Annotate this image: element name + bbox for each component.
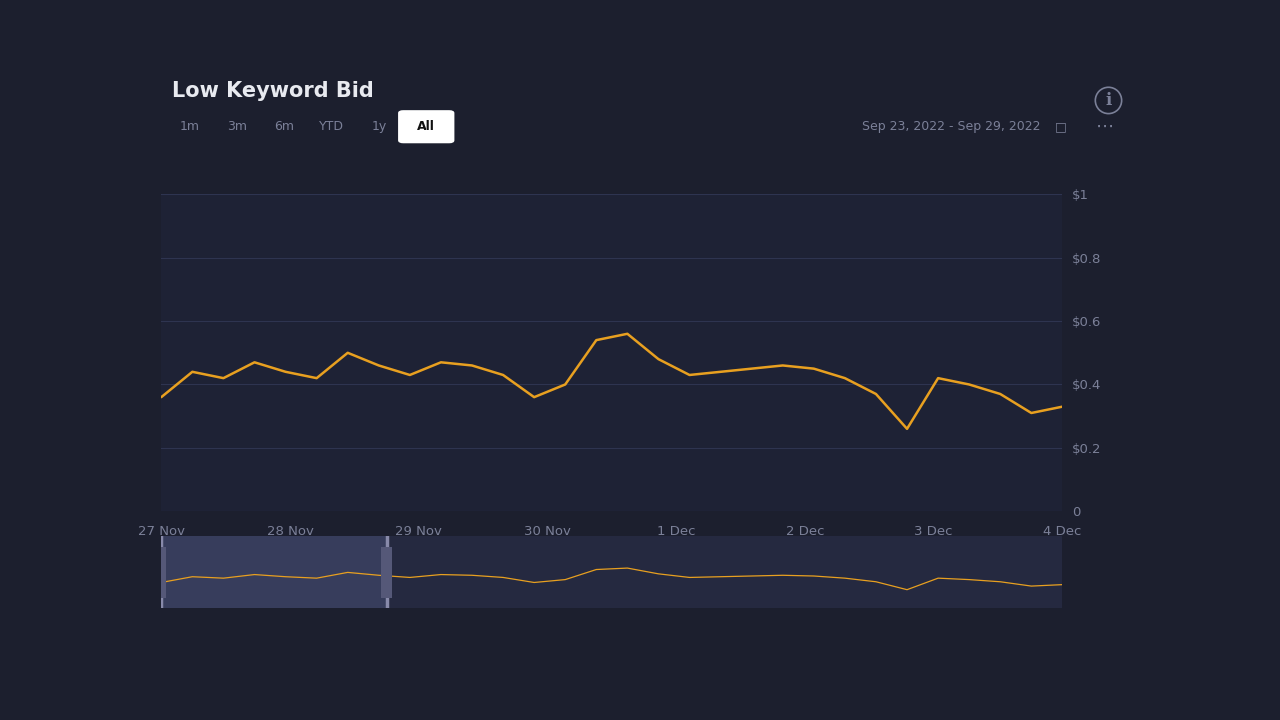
Text: 1y: 1y — [371, 120, 387, 133]
Text: Low Keyword Bid: Low Keyword Bid — [172, 81, 374, 102]
Text: ⋯: ⋯ — [1096, 117, 1114, 135]
Text: 3m: 3m — [227, 120, 247, 133]
Text: □: □ — [1047, 120, 1066, 133]
Text: Sep 23, 2022 - Sep 29, 2022: Sep 23, 2022 - Sep 29, 2022 — [863, 120, 1041, 133]
Text: All: All — [417, 120, 435, 133]
Bar — [161, 536, 387, 608]
Text: 1m: 1m — [179, 120, 200, 133]
Text: YTD: YTD — [319, 120, 344, 133]
Text: ℹ: ℹ — [1106, 91, 1111, 109]
Bar — [381, 547, 392, 598]
Text: 6m: 6m — [274, 120, 294, 133]
Bar — [156, 547, 166, 598]
